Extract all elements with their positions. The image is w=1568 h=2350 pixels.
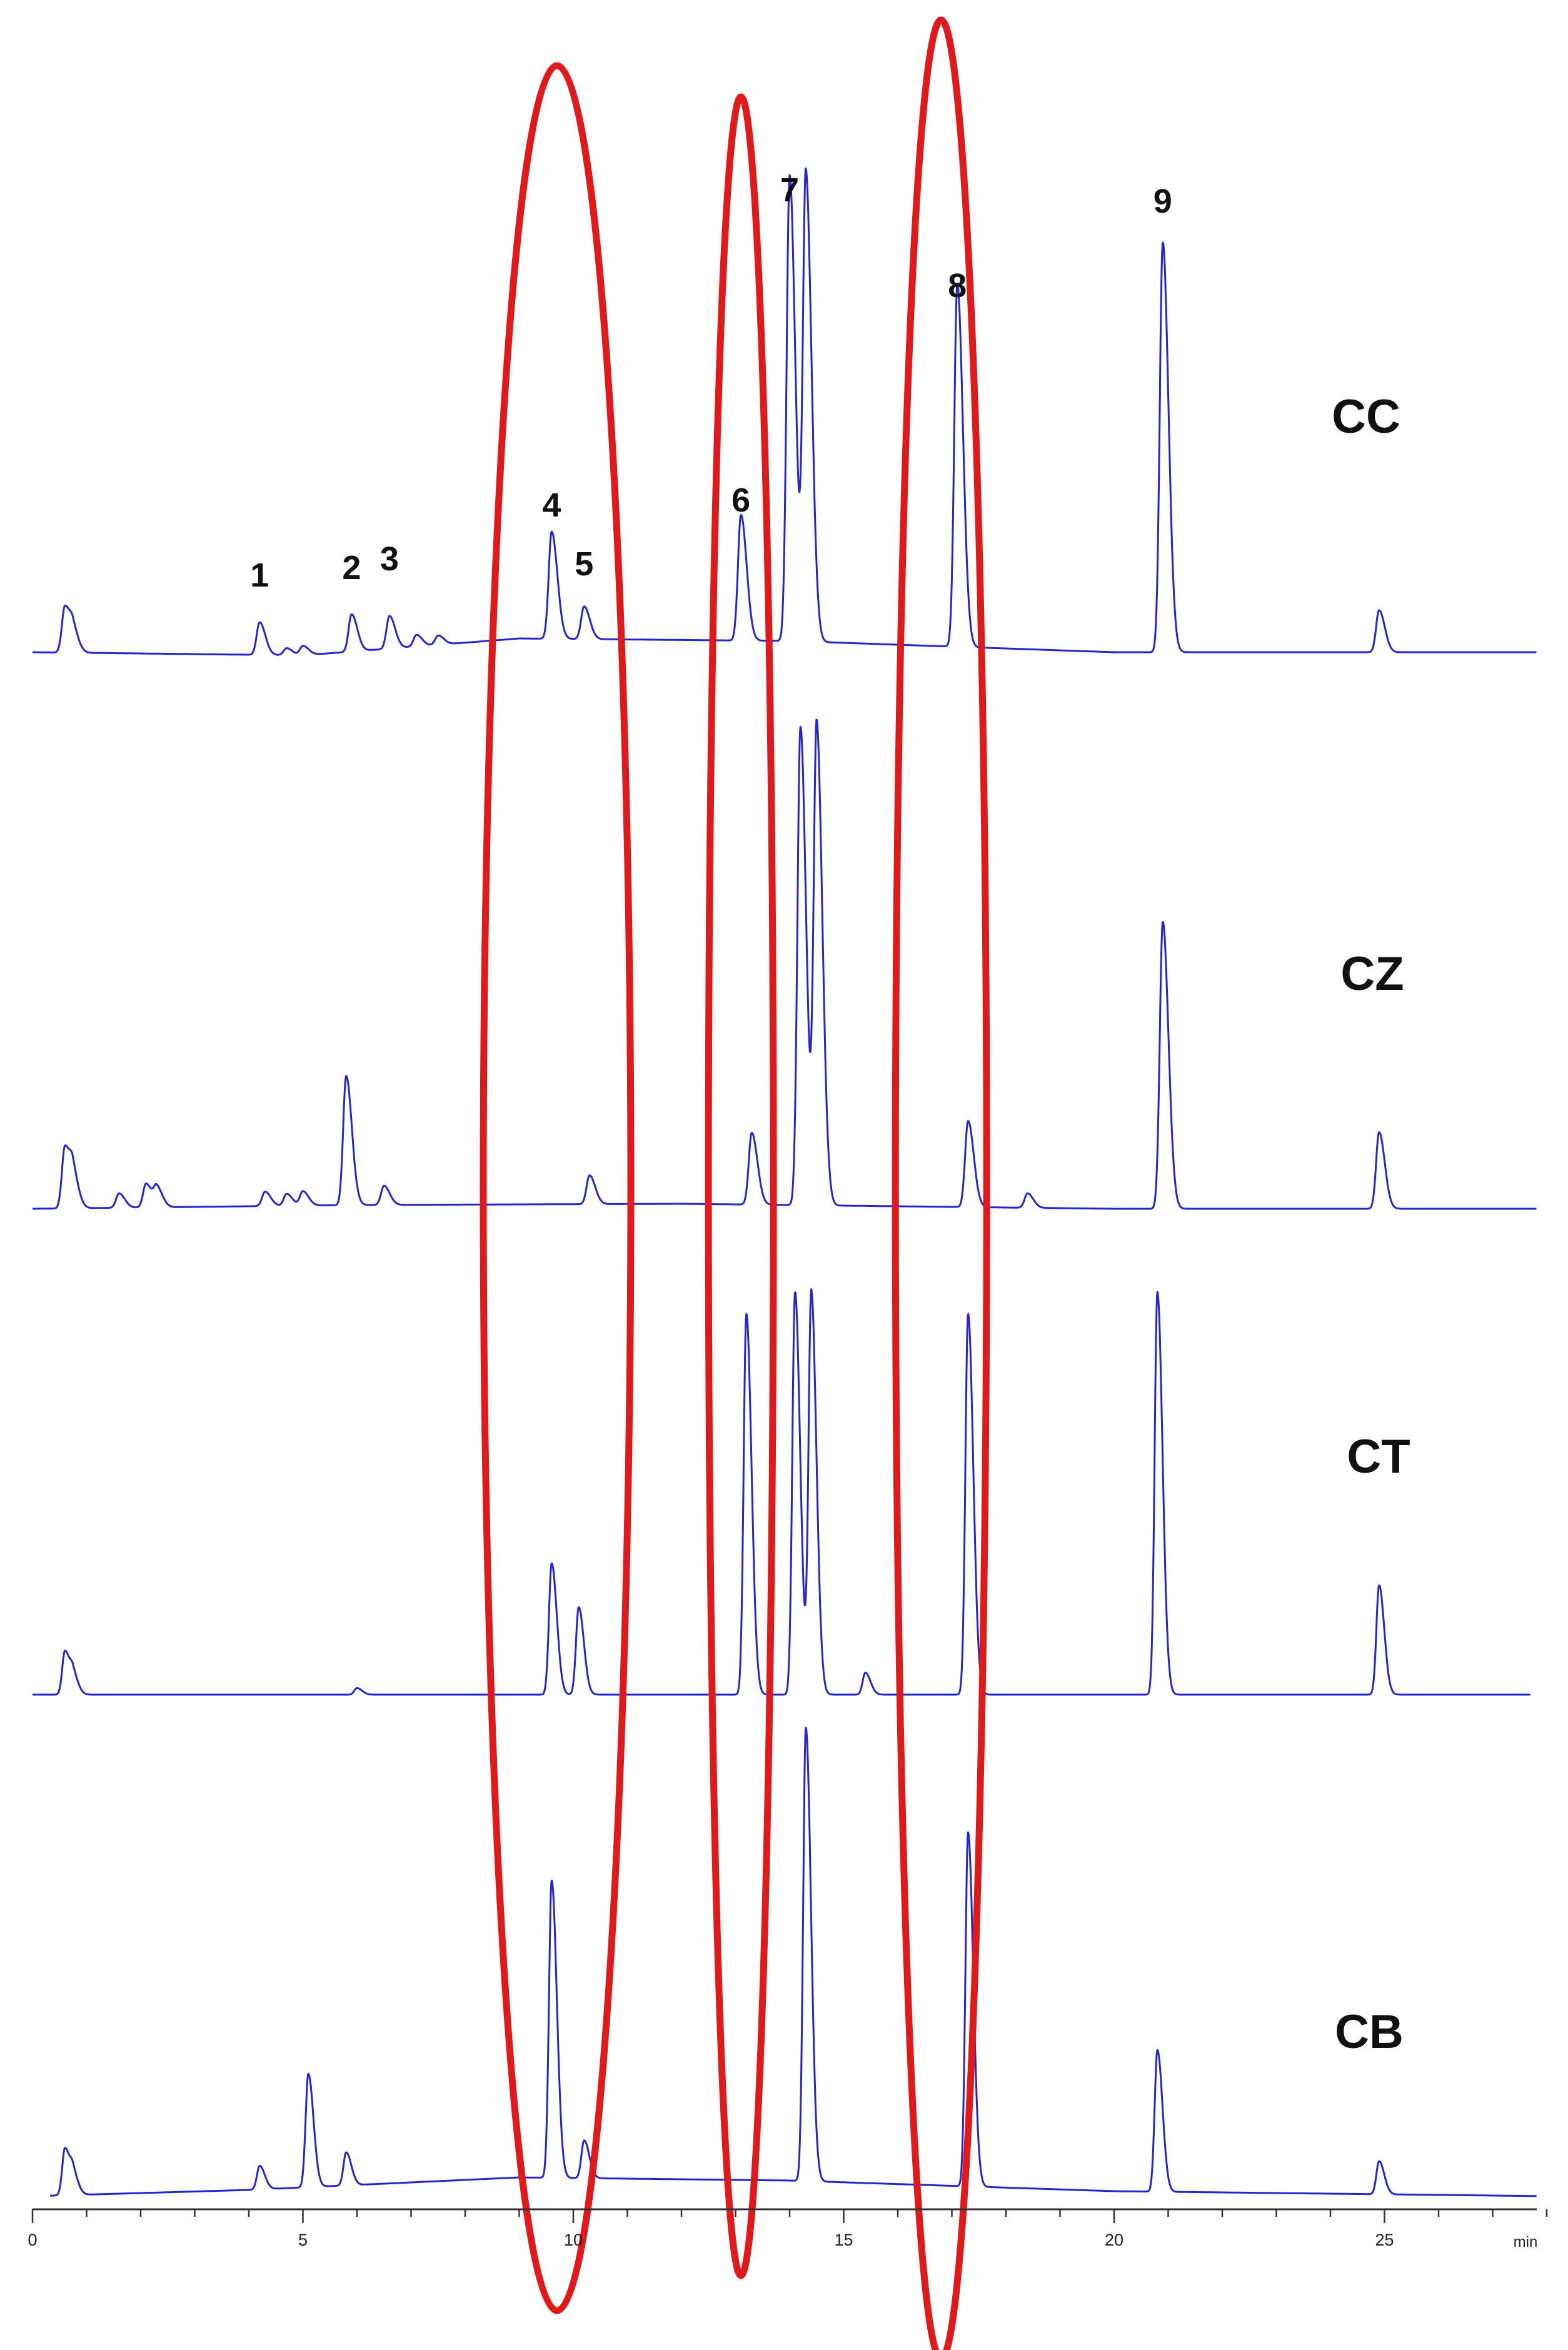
peak-label-9: 9 (1153, 183, 1172, 220)
peak-label-5: 5 (575, 545, 593, 583)
trace-ct (32, 1288, 1531, 1696)
x-tick-label-15: 15 (834, 2231, 853, 2249)
x-tick-label-0: 0 (28, 2231, 37, 2249)
x-tick-label-20: 20 (1105, 2231, 1123, 2249)
x-tick-label-25: 25 (1375, 2231, 1394, 2249)
peak-label-1: 1 (250, 557, 269, 594)
chromatogram-traces (32, 167, 1537, 2197)
highlight-ellipse-2 (705, 93, 777, 2279)
peak-label-8: 8 (948, 267, 967, 305)
x-axis-unit-label: min (1514, 2234, 1538, 2251)
sample-label-cb: CB (1335, 2005, 1404, 2059)
peak-label-2: 2 (342, 549, 361, 587)
trace-cb (49, 1727, 1537, 2197)
peak-label-7: 7 (780, 171, 799, 209)
x-axis: 0 5 10 15 20 25 min (28, 2208, 1548, 2251)
trace-cc (32, 167, 1537, 656)
peak-label-3: 3 (380, 540, 399, 578)
trace-cz (32, 719, 1537, 1210)
x-axis-ticks: 0 5 10 15 20 25 (28, 2209, 1548, 2249)
highlight-ellipse-1 (480, 62, 635, 2314)
highlight-ellipse-3 (892, 17, 990, 2350)
sample-label-cz: CZ (1340, 947, 1404, 1001)
highlight-ellipses (480, 17, 990, 2350)
peak-label-6: 6 (731, 482, 750, 519)
sample-label-ct: CT (1347, 1430, 1410, 1483)
x-tick-label-5: 5 (298, 2231, 308, 2249)
sample-labels: CC CZ CT CB (1332, 390, 1410, 2059)
peak-label-4: 4 (542, 487, 561, 524)
x-tick-label-10: 10 (564, 2231, 583, 2249)
sample-label-cc: CC (1332, 390, 1400, 443)
